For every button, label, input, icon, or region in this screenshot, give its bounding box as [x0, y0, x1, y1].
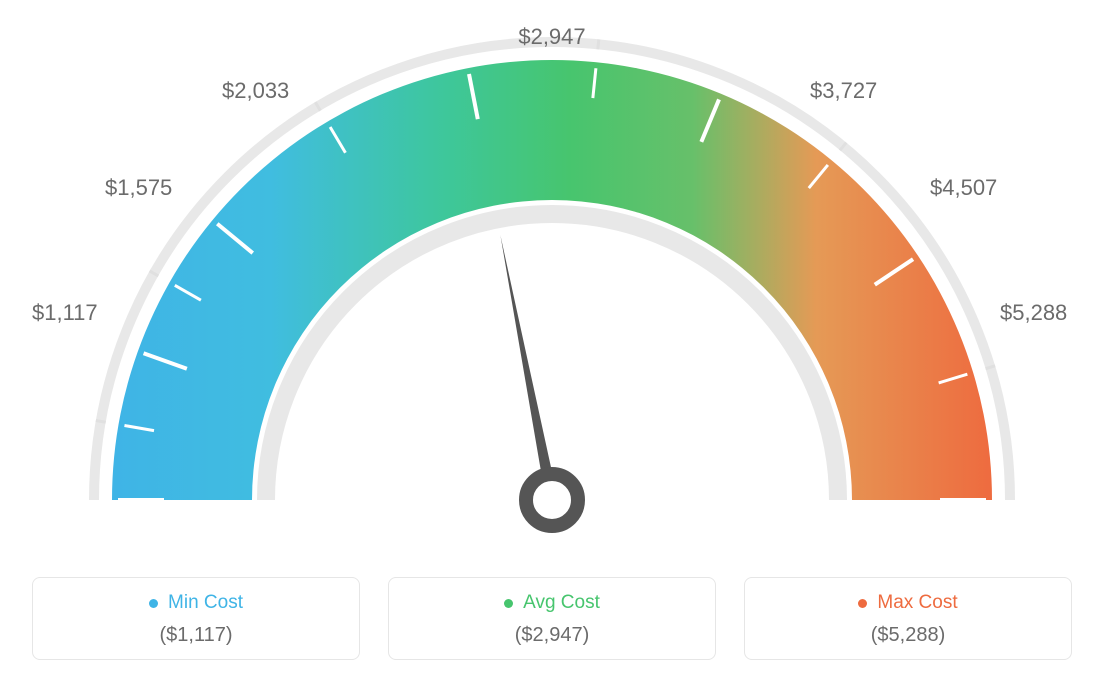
legend-min-title: Min Cost: [149, 592, 243, 614]
legend-min-card: Min Cost ($1,117): [32, 577, 360, 660]
gauge-tick-label: $4,507: [930, 175, 997, 201]
gauge-tick-label: $1,575: [105, 175, 172, 201]
gauge-tick-label: $3,727: [810, 78, 877, 104]
legend-max-label: Max Cost: [877, 592, 957, 614]
legend-avg-title: Avg Cost: [504, 592, 600, 614]
legend-max-value: ($5,288): [755, 624, 1061, 647]
legend-avg-card: Avg Cost ($2,947): [388, 577, 716, 660]
legend-row: Min Cost ($1,117) Avg Cost ($2,947) Max …: [32, 577, 1072, 660]
dot-icon: [149, 599, 158, 608]
gauge-tick-label: $2,947: [518, 24, 585, 50]
legend-max-title: Max Cost: [858, 592, 957, 614]
dot-icon: [504, 599, 513, 608]
legend-avg-value: ($2,947): [399, 624, 705, 647]
gauge: $1,117 $1,575 $2,033 $2,947 $3,727 $4,507 $5,2…: [0, 0, 1104, 560]
dot-icon: [858, 599, 867, 608]
gauge-tick-label: $5,288: [1000, 300, 1067, 326]
legend-min-label: Min Cost: [168, 592, 243, 614]
legend-max-card: Max Cost ($5,288): [744, 577, 1072, 660]
gauge-svg: [0, 0, 1104, 560]
legend-avg-label: Avg Cost: [523, 592, 600, 614]
legend-min-value: ($1,117): [43, 624, 349, 647]
gauge-tick-label: $2,033: [222, 78, 289, 104]
cost-gauge-chart: $1,117 $1,575 $2,033 $2,947 $3,727 $4,507 $5,2…: [0, 0, 1104, 690]
gauge-tick-label: $1,117: [32, 300, 98, 326]
